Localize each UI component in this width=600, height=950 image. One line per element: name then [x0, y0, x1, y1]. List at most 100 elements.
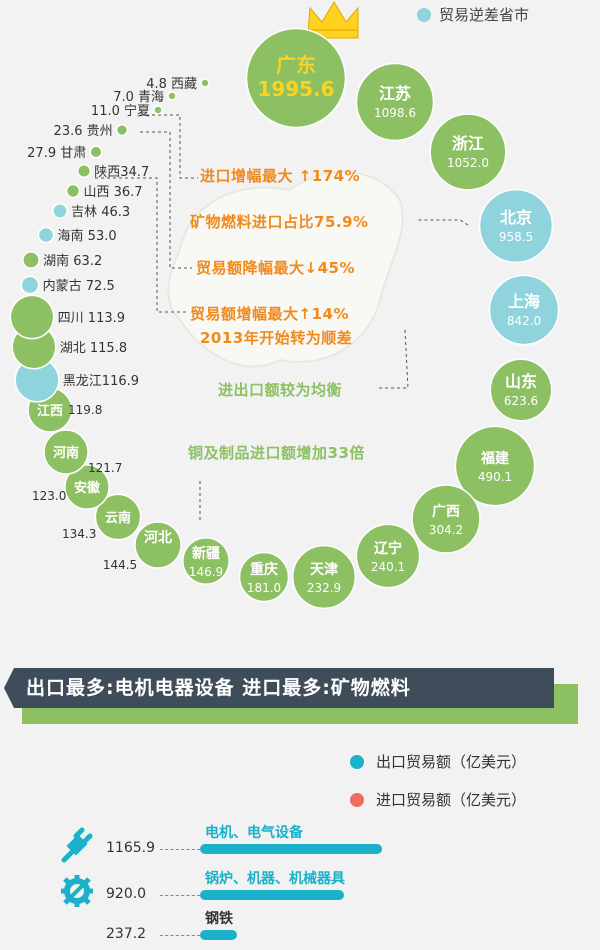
- bubble-name-9: 天津: [310, 561, 338, 578]
- bubble-4: [488, 274, 560, 346]
- bubble-3: [478, 188, 554, 264]
- bubble-label-28: 11.0 宁夏: [91, 103, 150, 119]
- bubble-name-5: 山东: [505, 372, 537, 391]
- legend-export: 出口贸易额（亿美元）: [350, 751, 526, 772]
- legend-import: 进口贸易额（亿美元）: [350, 789, 526, 810]
- bar-1: [200, 890, 344, 900]
- bubble-0: [245, 27, 347, 129]
- plug-icon: [58, 826, 96, 864]
- bubble-23: [52, 203, 68, 219]
- bubble-name-10: 重庆: [250, 561, 278, 578]
- bar-row-2: 237.2 钢铁: [0, 906, 600, 946]
- bubble-25: [76, 163, 92, 179]
- bubble-name-6: 福建: [480, 450, 509, 467]
- bubble-value-4: 842.0: [507, 314, 541, 328]
- bubble-label-20: 内蒙古 72.5: [43, 278, 115, 294]
- bubble-label-19: 四川 113.9: [58, 311, 125, 326]
- bubble-15: [43, 429, 89, 475]
- bubble-value-15: 121.7: [88, 461, 122, 475]
- bubble-name-11: 新疆: [192, 545, 220, 562]
- bubble-label-21: 湖南 63.2: [43, 253, 102, 269]
- bubble-label-29: 7.0 青海: [113, 90, 164, 105]
- leader-line-1: [140, 131, 192, 269]
- bubble-2: [429, 113, 507, 191]
- bubble-name-1: 江苏: [379, 84, 411, 103]
- callout-xinjiang: 铜及制品进口额增加33倍: [188, 444, 365, 462]
- bar-value-1: 920.0: [106, 886, 147, 902]
- legend-import-swatch: [350, 792, 364, 807]
- bubble-value-12: 144.5: [103, 558, 137, 572]
- bubble-value-7: 304.2: [429, 523, 463, 537]
- bar-label-0: 电机、电气设备: [205, 825, 303, 841]
- callout-gansu: 贸易额降幅最大↓45%: [196, 259, 355, 277]
- bubble-1: [355, 62, 435, 142]
- bubble-label-23: 吉林 46.3: [71, 205, 130, 220]
- bar-leader-0: [160, 849, 200, 850]
- callout-shanghai: 进出口额较为均衡: [218, 381, 343, 399]
- bubble-value-13: 134.3: [62, 527, 96, 541]
- bubble-value-11: 146.9: [189, 565, 223, 579]
- bubble-11: [182, 537, 230, 585]
- bar-value-2: 237.2: [106, 926, 147, 942]
- bubble-10: [238, 551, 290, 603]
- bubble-9: [291, 544, 357, 610]
- leader-line-2: [95, 177, 188, 313]
- bubble-value-1: 1098.6: [374, 106, 416, 120]
- bar-leader-2: [160, 935, 200, 936]
- bubble-7: [411, 484, 481, 554]
- bubble-value-14: 123.0: [32, 489, 66, 503]
- bubble-28: [153, 105, 163, 115]
- legend-import-label: 进口贸易额（亿美元）: [376, 791, 527, 809]
- bubble-5: [489, 358, 553, 422]
- bubble-label-22: 海南 53.0: [58, 228, 117, 244]
- bubble-value-2: 1052.0: [447, 156, 489, 170]
- bubble-name-12: 河北: [144, 529, 172, 546]
- top-products-banner: 出口最多:电机电器设备 进口最多:矿物燃料: [14, 668, 554, 708]
- bubble-name-13: 云南: [105, 510, 131, 526]
- bubble-name-16: 江西: [37, 403, 63, 419]
- bubble-label-24: 山西 36.7: [83, 185, 142, 200]
- bubble-label-27: 23.6 贵州: [54, 124, 113, 139]
- bubble-21: [22, 251, 40, 269]
- bar-label-1: 锅炉、机器、机械器具: [205, 871, 345, 887]
- legend-deficit: 贸易逆差省市: [417, 4, 529, 25]
- leader-line-4: [377, 329, 409, 389]
- bar-leader-1: [160, 895, 200, 896]
- bubble-6: [454, 425, 536, 507]
- bubble-label-18: 湖北 115.8: [60, 341, 127, 356]
- bubble-label-30: 4.8 西藏: [146, 77, 197, 92]
- bubble-24: [65, 183, 81, 199]
- bubble-value-3: 958.5: [499, 230, 533, 244]
- banner-notch: [4, 668, 14, 708]
- bubble-19: [9, 294, 55, 340]
- bubble-value-6: 490.1: [478, 470, 512, 484]
- callout-jilin-b: 2013年开始转为顺差: [200, 329, 353, 347]
- bubble-value-16: 119.8: [68, 403, 102, 417]
- bubble-27: [115, 123, 129, 137]
- bubble-value-9: 232.9: [307, 581, 341, 595]
- bubble-value-10: 181.0: [247, 581, 281, 595]
- callout-ningxia: 进口增幅最大 ↑174%: [200, 167, 361, 185]
- bubble-12: [134, 521, 182, 569]
- bubble-value-0: 1995.6: [257, 77, 334, 101]
- bubble-name-2: 浙江: [452, 134, 484, 153]
- bubble-20: [20, 275, 40, 295]
- china-map-silhouette: [167, 170, 404, 368]
- bar-value-0: 1165.9: [106, 840, 155, 856]
- bubble-label-17: 黑龙江116.9: [63, 374, 139, 389]
- legend-deficit-swatch: [417, 7, 431, 22]
- legend-export-label: 出口贸易额（亿美元）: [376, 753, 527, 771]
- bubble-label-26: 27.9 甘肃: [27, 146, 86, 161]
- legend-deficit-label: 贸易逆差省市: [439, 6, 530, 24]
- leader-line-3: [416, 219, 469, 226]
- bubble-8: [355, 523, 421, 589]
- bubble-value-8: 240.1: [371, 560, 405, 574]
- bar-0: [200, 844, 382, 854]
- bubble-name-8: 辽宁: [374, 540, 402, 557]
- bubble-value-5: 623.6: [504, 394, 538, 408]
- bubble-name-7: 广西: [432, 503, 460, 520]
- leader-line-0: [140, 114, 198, 179]
- bar-label-2: 钢铁: [205, 911, 233, 927]
- bar-2: [200, 930, 238, 940]
